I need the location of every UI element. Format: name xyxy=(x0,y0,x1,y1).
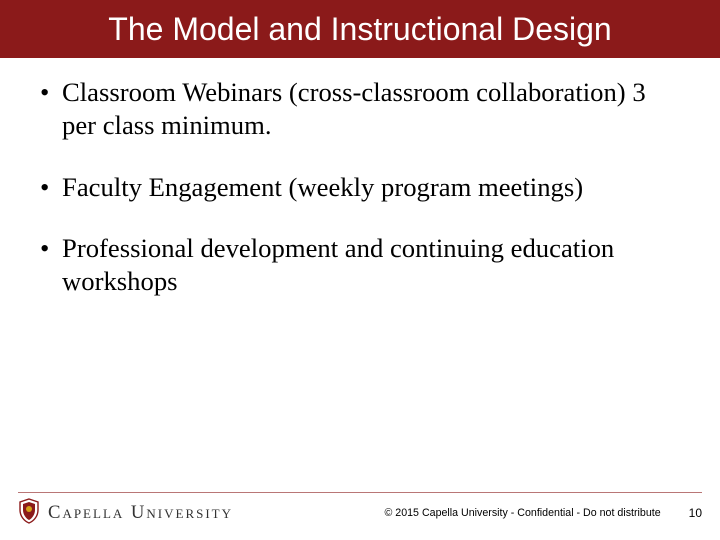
list-item: Classroom Webinars (cross-classroom coll… xyxy=(36,76,684,143)
footer-rule xyxy=(18,492,702,493)
list-item: Faculty Engagement (weekly program meeti… xyxy=(36,171,684,204)
footer: Capella University © 2015 Capella Univer… xyxy=(0,492,720,540)
title-bar: The Model and Instructional Design xyxy=(0,0,720,58)
shield-icon xyxy=(18,498,40,529)
page-number: 10 xyxy=(689,506,702,520)
slide-title: The Model and Instructional Design xyxy=(108,11,611,48)
slide: The Model and Instructional Design Class… xyxy=(0,0,720,540)
footer-right: © 2015 Capella University - Confidential… xyxy=(384,506,702,520)
logo: Capella University xyxy=(18,498,233,529)
content-area: Classroom Webinars (cross-classroom coll… xyxy=(0,58,720,540)
logo-text: Capella University xyxy=(48,502,233,524)
bullet-list: Classroom Webinars (cross-classroom coll… xyxy=(36,76,684,299)
copyright-text: © 2015 Capella University - Confidential… xyxy=(384,507,660,519)
list-item: Professional development and continuing … xyxy=(36,232,684,299)
